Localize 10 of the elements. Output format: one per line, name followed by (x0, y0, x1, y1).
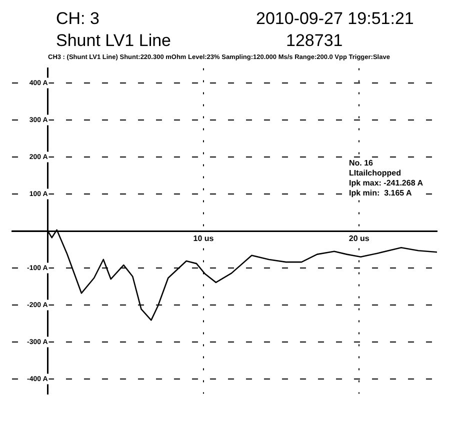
chart-subtitle: Shunt LV1 Line (56, 30, 172, 52)
annotation: No. 16 (349, 158, 374, 168)
annotation: Ipk min: 3.165 A (349, 188, 412, 198)
annotation: Ipk max: -241.268 A (349, 178, 424, 188)
annotation: LItailchopped (349, 168, 402, 178)
x-tick-label: 20 us (348, 234, 370, 244)
chart-title: CH: 3 (56, 8, 100, 30)
x-tick-label: 10 us (193, 234, 214, 244)
text: 2010-09-27 19:51:21 (256, 8, 414, 30)
text: 128731 (285, 30, 343, 52)
